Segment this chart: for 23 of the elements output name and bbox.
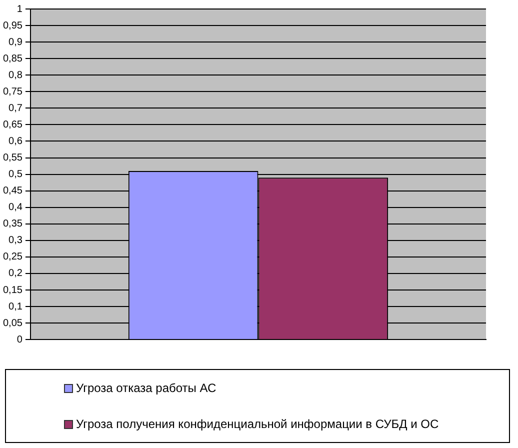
y-tick-label: 0,25 (2, 252, 23, 263)
y-tick-label: 0,1 (8, 301, 23, 312)
legend-label: Угроза получения конфиденциальной информации в СУБД и ОС (76, 417, 439, 431)
y-tick-label: 1 (16, 4, 23, 15)
y-tick-label: 0,15 (2, 284, 23, 296)
y-tick-label: 0,45 (2, 186, 23, 197)
y-tick-label: 0 (16, 334, 23, 346)
y-tick-label: 0,65 (2, 119, 23, 130)
y-tick-label: 0,85 (2, 53, 23, 64)
y-tick-label: 0,8 (8, 70, 23, 81)
y-tick-label: 0,3 (8, 235, 23, 246)
y-tick-label: 0,95 (2, 20, 23, 32)
y-tick-label: 0,7 (8, 102, 23, 114)
y-tick-label: 0,6 (8, 136, 23, 147)
y-tick-label: 0,05 (2, 318, 23, 329)
y-tick-label: 0,4 (8, 202, 23, 214)
y-tick-label: 0,35 (2, 218, 23, 230)
y-tick-label: 0,5 (8, 169, 23, 180)
y-tick-label: 0,75 (2, 86, 23, 98)
y-tick-label: 0,9 (8, 36, 23, 48)
legend-label: Угроза отказа работы АС (76, 381, 216, 395)
y-tick-label: 0,55 (2, 152, 23, 164)
y-tick-label: 0,2 (8, 268, 23, 280)
